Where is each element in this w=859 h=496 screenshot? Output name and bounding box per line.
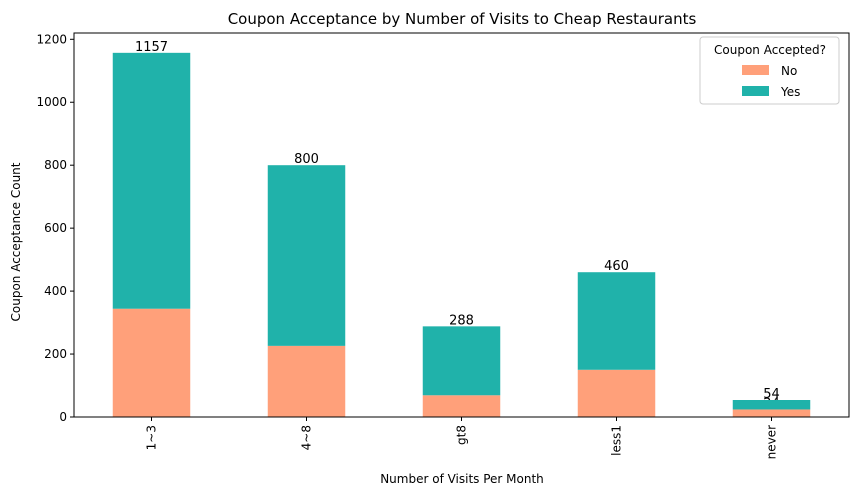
y-tick-label: 800	[44, 158, 67, 172]
y-tick-label: 200	[44, 347, 67, 361]
bar-no-1	[267, 345, 346, 417]
plot-area: 02004006008001000120034411571~32268004~8…	[36, 32, 850, 459]
bar-no-0	[112, 308, 191, 417]
y-axis-label: Coupon Acceptance Count	[9, 162, 23, 321]
legend-frame	[699, 36, 840, 105]
data-label-yes: 800	[294, 152, 319, 167]
bar-yes-4	[732, 400, 811, 410]
bar-no-4	[732, 409, 811, 417]
data-label-yes: 288	[449, 313, 474, 328]
legend-swatch-yes	[742, 86, 769, 96]
y-tick-label: 400	[44, 284, 67, 298]
chart-title: Coupon Acceptance by Number of Visits to…	[228, 10, 697, 28]
x-tick-label: less1	[610, 425, 624, 456]
bar-yes-3	[577, 272, 656, 370]
bar-no-3	[577, 369, 656, 417]
y-tick-label: 0	[59, 410, 67, 424]
x-tick-label: 1~3	[145, 425, 159, 450]
legend-swatch-no	[742, 65, 769, 75]
legend-title: Coupon Accepted?	[714, 43, 826, 57]
x-tick-label: never	[765, 425, 779, 459]
legend-label-yes: Yes	[780, 85, 800, 99]
y-tick-label: 600	[44, 221, 67, 235]
data-label-yes: 1157	[135, 40, 168, 55]
bar-yes-2	[422, 326, 501, 396]
x-axis-label: Number of Visits Per Month	[380, 472, 544, 486]
x-tick-label: gt8	[455, 425, 469, 445]
x-tick-label: 4~8	[300, 425, 314, 450]
data-label-yes: 54	[763, 387, 780, 402]
axes-frame	[73, 32, 850, 418]
data-label-yes: 460	[604, 259, 629, 274]
bar-yes-0	[112, 52, 191, 309]
y-tick-label: 1200	[36, 32, 67, 46]
legend: Coupon Accepted? No Yes	[699, 36, 840, 105]
bar-no-2	[422, 395, 501, 417]
legend-label-no: No	[781, 64, 797, 78]
bar-yes-1	[267, 165, 346, 346]
y-tick-label: 1000	[36, 95, 67, 109]
